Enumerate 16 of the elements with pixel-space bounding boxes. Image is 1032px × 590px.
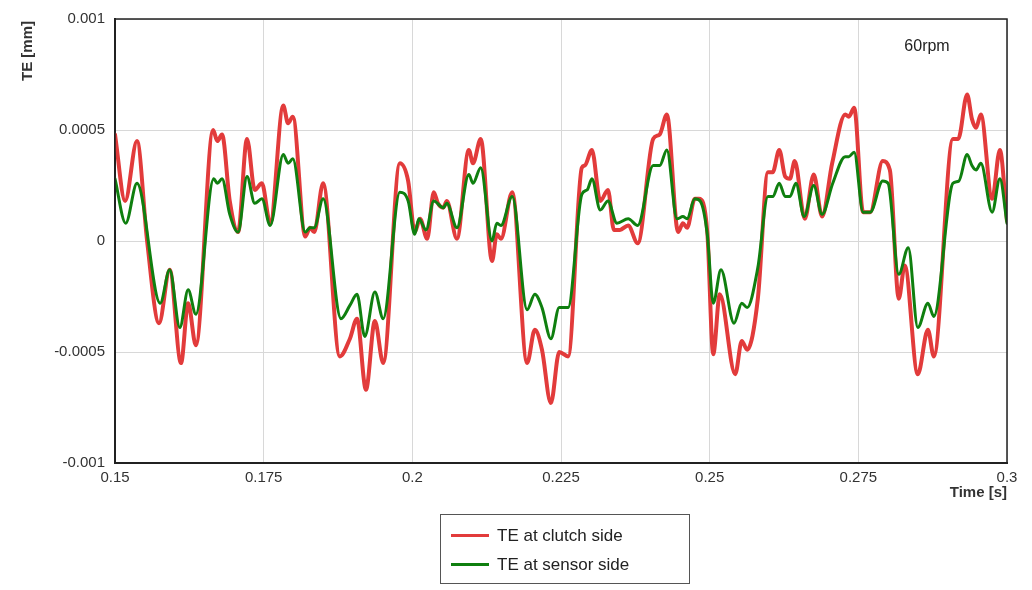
y-tick-label: 0 [96,231,105,249]
x-tick-label: 0.275 [839,468,878,486]
legend-label: TE at clutch side [497,525,623,546]
y-axis-title: TE [mm] [18,21,36,81]
annotation: 60rpm [904,37,950,55]
x-tick-label: 0.175 [244,468,283,486]
x-tick-label: 0.2 [401,468,423,486]
y-tick-label: -0.001 [62,453,105,471]
y-tick-label: -0.0005 [54,342,105,360]
y-tick-label: 0.001 [67,9,105,27]
legend-label: TE at sensor side [497,554,630,575]
line-series [115,148,1007,341]
x-tick-label: 0.225 [542,468,580,486]
x-tick-label: 0.15 [100,468,130,486]
y-tick-label: 0.0005 [59,120,105,138]
x-tick-label: 0.25 [695,468,725,486]
